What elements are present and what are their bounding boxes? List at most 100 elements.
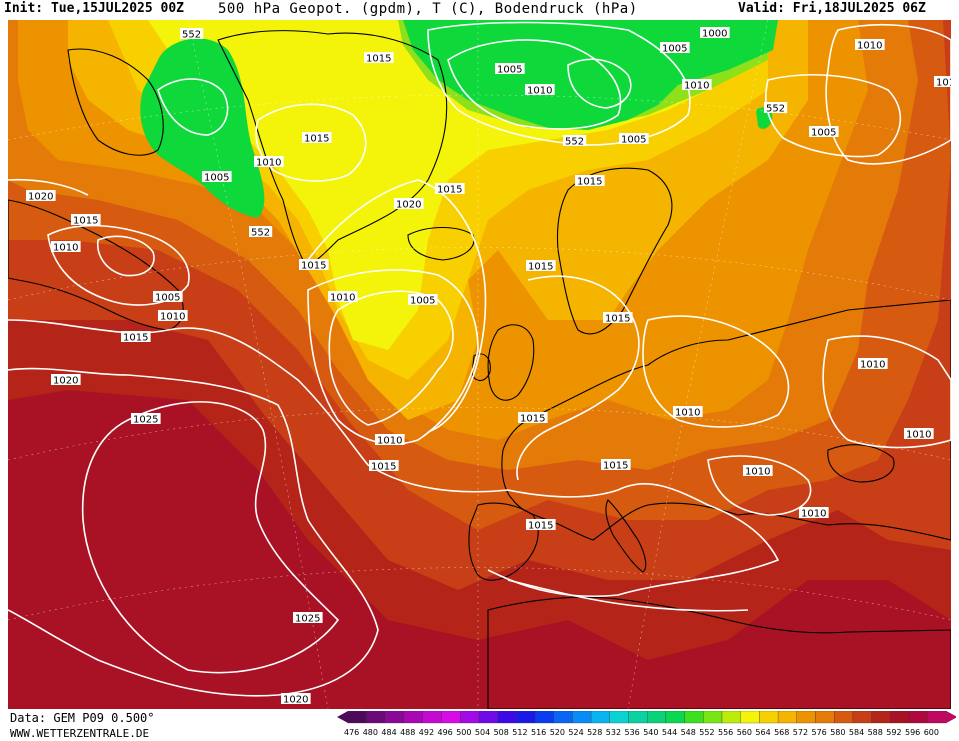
isobar-label-text: 1015 [577,177,602,188]
isobar-label-box [700,27,730,38]
isobar-label-text: 1005 [497,65,522,76]
scale-swatch [740,711,760,724]
isobar-label-box [435,183,465,194]
isobar-label-text: 1010 [527,86,552,97]
isobar-label-text: 1015 [437,185,462,196]
isobar-label-box [293,612,323,623]
isobar-label: 1015 [435,183,465,196]
scale-swatch [834,711,854,724]
isobar-label-box [603,312,633,323]
iceland-coast [407,227,475,261]
isobar-label: 1010 [743,465,773,478]
isobar-label-box [369,460,399,471]
isobar-label: 1010 [328,291,358,304]
isobar-1025 [81,401,340,674]
scale-swatch [815,711,835,724]
scale-swatch [460,711,480,724]
isobar-label: 1005 [660,42,690,55]
isobar-label-box [394,198,424,209]
data-source: Data: GEM P09 0.500° [10,711,155,725]
scale-label: 596 [905,728,920,737]
isobar-label-text: 1025 [133,415,158,426]
isobar-label-box [375,434,405,445]
scale-label: 480 [363,728,378,737]
isobar-label: 1020 [394,198,424,211]
isobar-label-box [495,63,525,74]
isobar-label-box [302,132,332,143]
isobar-label-text: 1010 [256,158,281,169]
scale-swatch [366,711,386,724]
scale-swatch [403,711,423,724]
isobar-label: 1005 [153,291,183,304]
greenland-coast [217,30,448,265]
isobar-1005-ne [765,74,902,158]
isobar-label-box [764,102,788,113]
init-time: Init: Tue,15JUL2025 00Z [4,1,185,16]
scale-swatch [497,711,517,724]
isobar-label: 1015 [603,312,633,325]
scale-swatch [777,711,797,724]
isobar-label-box [858,358,888,369]
isobar-label-text: 1010 [160,312,185,323]
isobar-label: 1000 [700,27,730,40]
isobar-label-text: 1015 [603,461,628,472]
scale-label: 476 [344,728,359,737]
scale-label: 528 [587,728,602,737]
isobar-1010-ne [825,24,951,165]
isobar-label: 1010 [858,358,888,371]
isobar-label-box [180,28,204,39]
isobar-label-text: 1005 [662,44,687,55]
scale-label: 560 [737,728,752,737]
isobar-label: 1015 [121,331,151,344]
isobar-label: 1020 [26,190,56,203]
isobar-label-box [281,693,311,704]
isobar-label-text: 1015 [73,216,98,227]
valid-time: Valid: Fri,18JUL2025 06Z [738,1,926,16]
scale-swatch [441,711,461,724]
europe-coast [501,299,951,541]
isobar-label-text: 1010 [801,509,826,520]
isobar-label: 1020 [281,693,311,706]
isobar-label: 1010 [254,156,284,169]
isobar-label-text: 1020 [53,376,78,387]
scale-swatch [647,711,667,724]
isobar-label: 1010 [799,507,829,520]
black-sea-coast [827,444,895,483]
isobar-label-text: 1015 [605,314,630,325]
isobar-1010-far-east [822,335,951,449]
isobar-label: 1005 [809,126,839,139]
isobar-label-text: 1010 [936,78,951,89]
isobar-label-text: 1010 [857,41,882,52]
isobar-label: 552 [180,28,204,41]
isobar-label: 1010 [375,434,405,447]
isobar-1020-west [8,178,89,196]
scale-label: 516 [531,728,546,737]
scale-label: 540 [643,728,658,737]
isobar-1005-mid [328,290,454,426]
weather-map[interactable]: 552 1015 1005 1010 1000 1005 1010 1010 1010 552 10… [8,20,951,709]
map-header: Init: Tue,15JUL2025 00Z 500 hPa Geopot. … [0,0,959,20]
isobar-label: 1020 [51,374,81,387]
scale-label: 500 [456,728,471,737]
isobar-label-box [660,42,690,53]
isobar-label-text: 1015 [528,521,553,532]
scale-label: 496 [438,728,453,737]
isobar-label-box [328,291,358,302]
scale-swatch [553,711,573,724]
isobar-label: 552 [249,226,273,239]
scale-label: 524 [568,728,583,737]
isobar-label-box [299,259,329,270]
isobar-label: 1015 [601,459,631,472]
isobar-label: 1010 [51,241,81,254]
isobar-label-box [202,171,232,182]
isobar-label-box [575,175,605,186]
isobar-1005-low [97,235,155,277]
isobar-label-box [743,465,773,476]
scale-swatch [796,711,816,724]
isobar-label-box [526,519,556,530]
isobar-label-text: 1005 [204,173,229,184]
scale-swatch [516,711,536,724]
isobar-label-box [121,331,151,342]
scale-label: 588 [868,728,883,737]
isobar-1010-mid [307,269,479,445]
